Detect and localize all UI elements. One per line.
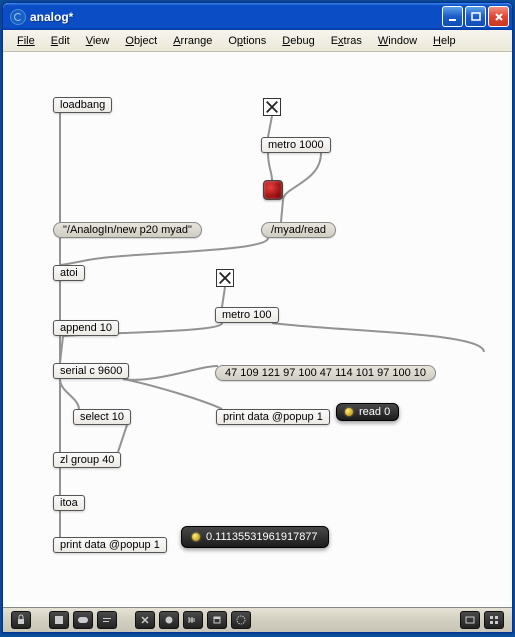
tool-bang-icon[interactable] [159, 611, 179, 629]
msg-analogin[interactable]: "/AnalogIn/new p20 myad" [53, 222, 202, 238]
app-icon [10, 9, 26, 25]
tool-slider-icon[interactable] [207, 611, 227, 629]
box-print-1[interactable]: print data @popup 1 [216, 409, 330, 425]
msg-bytes[interactable]: 47 109 121 97 100 47 114 101 97 100 10 [215, 365, 436, 381]
toggle-1[interactable] [263, 98, 281, 116]
menu-object[interactable]: Object [117, 32, 165, 50]
menu-options[interactable]: Options [220, 32, 274, 50]
box-loadbang[interactable]: loadbang [53, 97, 112, 113]
lock-icon[interactable] [11, 611, 31, 629]
box-append-10[interactable]: append 10 [53, 320, 119, 336]
menu-edit[interactable]: Edit [43, 32, 78, 50]
window-controls [442, 6, 509, 27]
box-itoa[interactable]: itoa [53, 495, 85, 511]
bottombar [3, 607, 512, 632]
maximize-button[interactable] [465, 6, 486, 27]
menu-help[interactable]: Help [425, 32, 464, 50]
bang-button[interactable] [263, 180, 283, 200]
tool-number-icon[interactable] [183, 611, 203, 629]
tool-toggle-icon[interactable] [135, 611, 155, 629]
box-atoi[interactable]: atoi [53, 265, 85, 281]
menu-file[interactable]: File [9, 32, 43, 50]
status-dot-icon [345, 408, 353, 416]
menu-window[interactable]: Window [370, 32, 425, 50]
close-button[interactable] [488, 6, 509, 27]
box-serial[interactable]: serial c 9600 [53, 363, 129, 379]
window-title: analog* [30, 10, 442, 24]
titlebar[interactable]: analog* [3, 3, 512, 30]
msg-myad-read[interactable]: /myad/read [261, 222, 336, 238]
tool-presentation-icon[interactable] [460, 611, 480, 629]
box-metro-1000[interactable]: metro 1000 [261, 137, 331, 153]
menu-debug[interactable]: Debug [274, 32, 322, 50]
menubar: File Edit View Object Arrange Options De… [3, 30, 512, 52]
minimize-button[interactable] [442, 6, 463, 27]
patch-canvas[interactable]: loadbang metro 1000 "/AnalogIn/new p20 m… [3, 52, 512, 607]
menu-extras[interactable]: Extras [323, 32, 370, 50]
menu-view[interactable]: View [78, 32, 118, 50]
app-window: analog* File Edit View Object Arrange Op… [2, 2, 513, 633]
menu-arrange[interactable]: Arrange [165, 32, 220, 50]
box-print-2[interactable]: print data @popup 1 [53, 537, 167, 553]
tooltip-read-0: read 0 [336, 403, 399, 421]
box-metro-100[interactable]: metro 100 [215, 307, 279, 323]
status-dot-icon [192, 533, 200, 541]
box-select-10[interactable]: select 10 [73, 409, 131, 425]
tool-comment-icon[interactable] [97, 611, 117, 629]
box-zl-group[interactable]: zl group 40 [53, 452, 121, 468]
tool-message-icon[interactable] [73, 611, 93, 629]
tool-new-icon[interactable] [49, 611, 69, 629]
tooltip-value: 0.1113553196191​7877 [181, 526, 329, 548]
toggle-2[interactable] [216, 269, 234, 287]
tool-grid-icon[interactable] [484, 611, 504, 629]
tool-dial-icon[interactable] [231, 611, 251, 629]
